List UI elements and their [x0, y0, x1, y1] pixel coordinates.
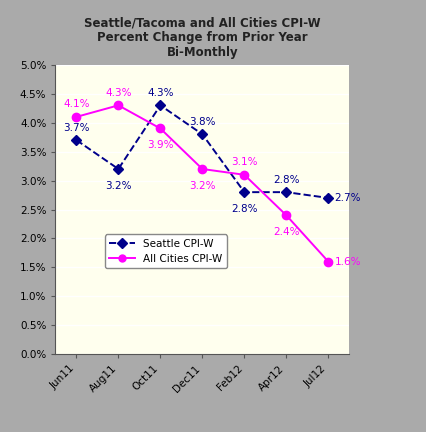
- Text: 2.4%: 2.4%: [273, 227, 299, 237]
- Text: 2.7%: 2.7%: [335, 193, 361, 203]
- Text: 4.3%: 4.3%: [147, 88, 174, 98]
- Title: Seattle/Tacoma and All Cities CPI-W
Percent Change from Prior Year
Bi-Monthly: Seattle/Tacoma and All Cities CPI-W Perc…: [84, 16, 321, 60]
- Text: 3.2%: 3.2%: [189, 181, 216, 191]
- Text: 3.2%: 3.2%: [105, 181, 132, 191]
- Text: 3.1%: 3.1%: [231, 157, 258, 167]
- Text: 4.1%: 4.1%: [63, 99, 89, 109]
- Text: 3.9%: 3.9%: [147, 140, 174, 150]
- Legend: Seattle CPI-W, All Cities CPI-W: Seattle CPI-W, All Cities CPI-W: [105, 235, 227, 268]
- Text: 2.8%: 2.8%: [273, 175, 299, 184]
- Text: 1.6%: 1.6%: [335, 257, 361, 267]
- Text: 3.8%: 3.8%: [189, 117, 216, 127]
- Text: 4.3%: 4.3%: [105, 88, 132, 98]
- Text: 3.7%: 3.7%: [63, 123, 89, 133]
- Text: 2.8%: 2.8%: [231, 204, 258, 214]
